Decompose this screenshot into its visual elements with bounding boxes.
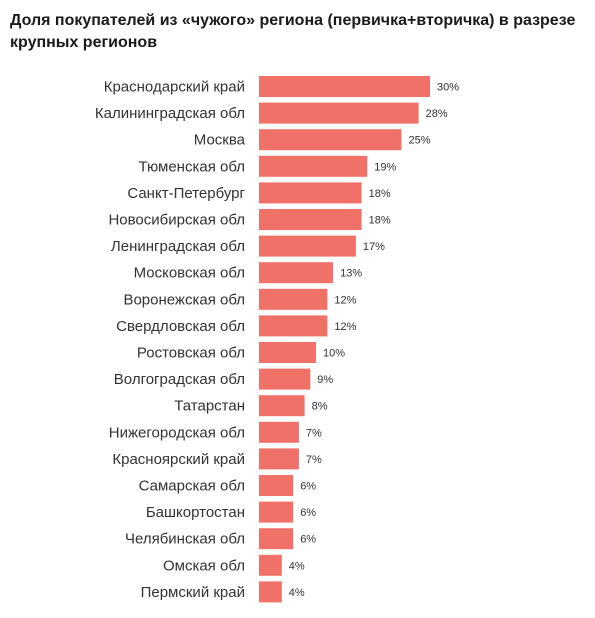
bar <box>259 342 316 363</box>
category-label: Башкортостан <box>146 504 245 521</box>
category-label: Краснодарский край <box>104 79 245 96</box>
category-label: Ленинградская обл <box>111 238 245 255</box>
category-label: Москва <box>194 132 246 149</box>
category-label: Татарстан <box>174 398 245 415</box>
value-label: 25% <box>409 135 431 147</box>
value-label: 18% <box>369 215 391 227</box>
category-label: Волгоградская обл <box>114 371 245 388</box>
value-label: 6% <box>300 507 316 519</box>
category-label: Нижегородская обл <box>109 424 245 441</box>
value-label: 30% <box>437 82 459 94</box>
category-label: Новосибирская обл <box>108 212 245 229</box>
bar <box>259 288 328 310</box>
bar <box>259 554 282 576</box>
value-label: 8% <box>312 401 328 413</box>
category-label: Красноярский край <box>112 451 245 468</box>
bar <box>259 501 294 523</box>
bar <box>259 209 362 230</box>
value-label: 28% <box>426 108 448 120</box>
value-label: 7% <box>306 427 322 439</box>
value-label: 13% <box>340 268 362 280</box>
category-label: Ростовская обл <box>137 345 245 362</box>
bar <box>259 395 305 417</box>
bar <box>259 262 334 284</box>
bar <box>259 235 356 257</box>
category-label: Московская обл <box>134 265 245 282</box>
category-label: Калининградская обл <box>95 105 245 122</box>
value-label: 6% <box>300 534 316 546</box>
bar <box>259 102 419 124</box>
bar <box>259 448 299 470</box>
category-label: Пермский край <box>141 584 245 601</box>
value-label: 6% <box>300 481 316 493</box>
bar <box>259 368 311 390</box>
category-label: Свердловская обл <box>116 318 245 335</box>
bar <box>259 475 294 496</box>
category-label: Челябинская обл <box>125 531 245 548</box>
bar <box>259 581 282 603</box>
category-label: Тюменская обл <box>138 158 245 175</box>
bar <box>259 528 294 550</box>
value-label: 10% <box>323 348 345 360</box>
value-label: 9% <box>317 374 333 386</box>
bar <box>259 155 368 177</box>
category-label: Омская обл <box>163 557 245 574</box>
bar <box>259 182 362 204</box>
bar <box>259 315 328 337</box>
chart-title: Доля покупателей из «чужого» региона (пе… <box>10 12 576 51</box>
value-label: 4% <box>289 560 305 572</box>
category-label: Воронежская обл <box>123 291 245 308</box>
value-label: 7% <box>306 454 322 466</box>
value-label: 12% <box>334 294 356 306</box>
value-label: 19% <box>374 161 396 173</box>
bar <box>259 421 299 443</box>
value-label: 18% <box>369 188 391 200</box>
category-label: Самарская обл <box>139 478 245 495</box>
value-label: 4% <box>289 587 305 599</box>
bar <box>259 76 430 97</box>
category-label: Санкт-Петербург <box>127 185 245 202</box>
value-label: 17% <box>363 241 385 253</box>
bar <box>259 129 402 151</box>
value-label: 12% <box>334 321 356 333</box>
